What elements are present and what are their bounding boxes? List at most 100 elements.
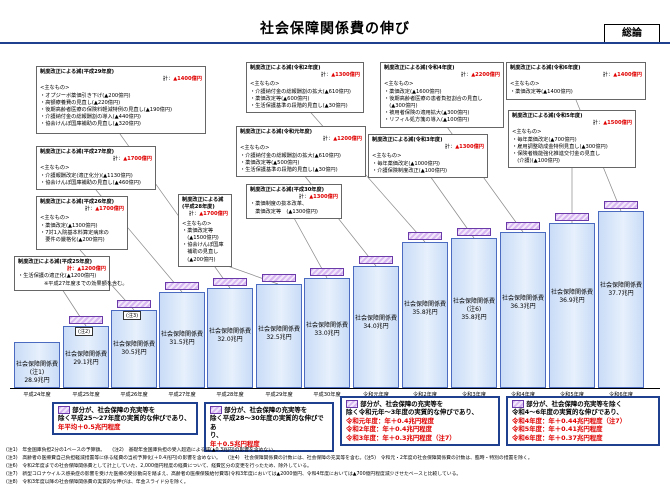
reform-box-item: ・介護報酬改定(適正化分)(▲1130億円) <box>40 172 133 179</box>
bar-name: 社会保障関係費 <box>15 360 58 368</box>
bar-value: 36.9兆円 <box>559 297 585 305</box>
reform-box-header: 制度改正による減(令和6年度) <box>510 65 581 71</box>
bar-name: 社会保障関係費 <box>305 322 348 330</box>
reform-box-total: 計：▲1400億円 <box>510 72 642 79</box>
bar-cap-8 <box>408 232 442 240</box>
reform-box-h28: 制度改正による減 (平成28年度) 計：▲1700億円 <主なもの> ・薬価改定等 (▲… <box>178 194 232 267</box>
reform-box-item: ・生活保護基準の段階的見直し(▲30億円) <box>250 103 348 110</box>
reform-box-item: ・介護納付金の総報酬割の導入(▲440億円) <box>40 114 141 121</box>
bar-cap-10 <box>506 222 540 230</box>
summary-text: 除く平成25～27年度の実質的な伸びであり、 <box>58 414 191 423</box>
year-label: 平成29年度 <box>265 392 293 398</box>
reform-box-item: (介護)(▲100億円) <box>512 158 560 165</box>
x-axis <box>10 388 660 389</box>
reform-box-sub: <主なもの> <box>40 215 70 222</box>
bar-cap-1 <box>69 316 103 324</box>
bar-5: 社会保障関係費 32.5兆円 <box>256 284 302 388</box>
bar-name: 社会保障関係費 <box>112 341 155 349</box>
reform-box-total-value: ▲1400億円 <box>613 72 642 79</box>
bar-name: 社会保障関係費 <box>501 294 544 302</box>
reform-box-item: ・7対1入院基本料算定病床の <box>40 229 109 236</box>
bar-label: 社会保障関係費 36.3兆円 <box>501 295 545 311</box>
bar-name: 社会保障関係費 <box>160 330 203 338</box>
reform-box-item: ・生活保護の適正化(▲1200億円) <box>18 273 97 280</box>
reform-box-total-prefix: 計： <box>602 72 614 79</box>
summary-line: 部分が、社会保障の充実等を <box>58 406 192 414</box>
summary-text: 部分が、社会保障の充実等を <box>72 406 156 414</box>
reform-box-total-prefix: 計： <box>444 144 456 151</box>
reform-box-header-2: (平成28年度) <box>182 204 215 211</box>
year-label: 平成24年度 <box>23 392 51 398</box>
reform-box-total-prefix: 計： <box>322 136 334 143</box>
reform-box-total-value: ▲2200億円 <box>471 72 500 79</box>
cap-note-tag: (注2) <box>75 327 94 336</box>
reform-box-h30: 制度改正による減(平成30年度) 計：▲1300億円 ・薬価制度の抜本改革、 薬価改… <box>246 184 342 219</box>
reform-box-item: ・薬価制度の抜本改革、 <box>250 201 308 208</box>
reform-box-sub: <主なもの> <box>372 153 402 160</box>
summary-line: 部分が、社会保障の充実等を <box>346 400 494 408</box>
summary-box-0: 部分が、社会保障の充実等を 除く平成25～27年度の実質的な伸びであり、 年平均＋0… <box>52 402 198 436</box>
reform-box-total-prefix: 計： <box>460 72 472 79</box>
reform-box-total-value: ▲1300億円 <box>309 194 338 201</box>
bar-value: 29.1兆円 <box>73 359 99 366</box>
hatch-swatch <box>346 400 358 408</box>
bar-cap-9 <box>457 228 491 236</box>
reform-box-header: 制度改正による減(令和3年度) <box>372 137 443 143</box>
bar-1: 社会保障関係費 29.1兆円 <box>63 326 109 388</box>
bar-value: 30.5兆円 <box>121 349 147 357</box>
reform-box-item: ・保険者機能強化推進交付金の見直し <box>512 151 601 158</box>
reform-box-sub: <主なもの> <box>512 129 542 136</box>
bar-8: 社会保障関係費 35.8兆円 <box>402 242 448 388</box>
reform-box-item: ・薬価改定等(▲600億円) <box>250 95 310 102</box>
reform-box-total: 計：▲1300億円 <box>250 72 360 79</box>
bar-value: 28.9兆円 <box>24 376 50 384</box>
summary-line: 令和4～6年度の実質的な伸びであり、 <box>512 408 654 416</box>
reform-box-h27: 制度改正による減(平成27年度) 計：▲1700億円 <主なもの> ・介護報酬改定(適… <box>36 146 156 191</box>
reform-box-item: ・毎年薬価改定(▲700億円) <box>512 136 577 143</box>
summary-box-1: 部分が、社会保障の充実等を 除く平成28～30年度の実質的な伸びであ り、 年＋0.5… <box>204 402 334 453</box>
bar-value: 31.5兆円 <box>169 338 195 346</box>
year-label: 令和2年度 <box>412 392 438 398</box>
reform-box-header: 制度改正による減(令和元年度) <box>240 129 313 135</box>
reform-box-total-value: ▲1700億円 <box>199 211 228 218</box>
reform-box-total-prefix: 計： <box>162 76 174 83</box>
reform-box-total-prefix: 計： <box>112 156 124 163</box>
reform-box-item: ・介護保険制度改正(▲100億円) <box>372 167 448 174</box>
reform-box-item: (▲300億円) <box>384 103 418 110</box>
summary-line: 令和5年度：年＋0.41兆円程度 <box>512 425 654 433</box>
bar-12: 社会保障関係費 37.7兆円 <box>598 211 644 388</box>
reform-box-item: ・被用者保険の適用拡大(▲300億円) <box>384 110 470 117</box>
footnote: (注3) 高齢者の医療費自己負担軽減措置等に係る経費の当初予算化(＋0.4兆円)… <box>6 456 533 461</box>
bar-cap-4 <box>213 278 247 286</box>
reform-box-item: 要件の厳格化(▲200億円) <box>40 237 105 244</box>
year-label: 令和4年度 <box>510 392 536 398</box>
reform-box-total-value: ▲1500億円 <box>603 120 632 127</box>
reform-box-total-value: ▲1300億円 <box>331 72 360 79</box>
reform-box-item: 補助の見直し <box>182 249 219 256</box>
reform-box-header: 制度改正による減(令和2年度) <box>250 65 321 71</box>
reform-box-total: 計：▲1400億円 <box>40 76 202 83</box>
reform-box-item: ・雇用調整助成金特例見直し(▲300億円) <box>512 143 608 150</box>
summary-text: 部分が、社会保障の充実等を除く <box>526 400 622 408</box>
bar-name: 社会保障関係費 <box>550 289 593 297</box>
reform-box-header: 制度改正による減(平成29年度) <box>40 69 115 75</box>
hatch-swatch <box>210 406 222 414</box>
bar-4: 社会保障関係費 32.0兆円 <box>207 288 253 388</box>
summary-text: 令和元年度：年＋0.4兆円程度 <box>346 416 435 425</box>
summary-text: 令和4～6年度の実質的な伸びであり、 <box>512 408 623 417</box>
bar-7: 社会保障関係費 34.0兆円 <box>353 266 399 388</box>
bar-cap-12 <box>604 201 638 209</box>
hatch-swatch <box>512 400 524 408</box>
bar-label: 社会保障関係費 37.7兆円 <box>599 282 643 298</box>
bar-3: 社会保障関係費 31.5兆円 <box>159 292 205 388</box>
reform-box-item: ※平成27年度までの効果額を含む。 <box>18 280 128 287</box>
bar-value: 37.7兆円 <box>608 290 634 297</box>
bar-name: 社会保障関係費 <box>257 325 300 333</box>
reform-box-item: (▲200億円) <box>182 256 216 263</box>
reform-box-item: (▲1500億円) <box>182 235 219 242</box>
summary-highlight: 年＋0.5兆円程度 <box>210 439 260 448</box>
reform-box-total-prefix: 計： <box>298 194 310 201</box>
summary-highlight: 年平均＋0.5兆円程度 <box>58 422 121 431</box>
reform-box-header: 制度改正による減(平成25年度) <box>18 259 93 265</box>
